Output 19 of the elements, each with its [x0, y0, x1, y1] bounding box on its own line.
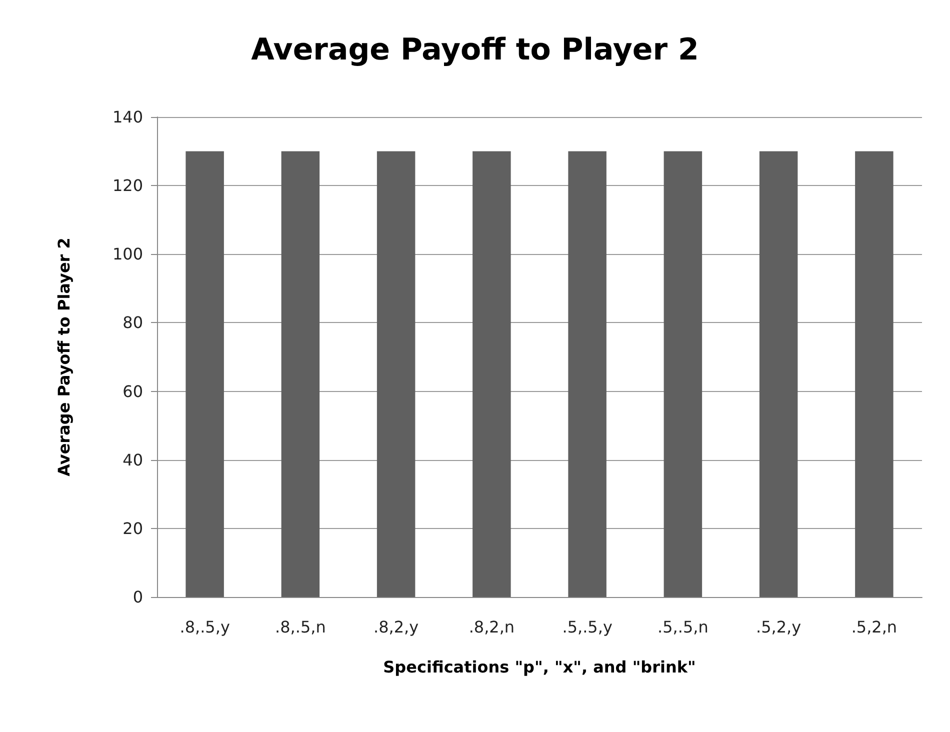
y-tick-label: 120	[112, 176, 143, 196]
x-tick-label: .5,2,y	[756, 618, 802, 636]
y-axis-title: Average Payoff to Player 2	[54, 238, 74, 476]
y-tick-label: 20	[122, 518, 143, 538]
x-tick-label: .5,.5,n	[658, 618, 708, 636]
y-tick-label: 0	[132, 588, 143, 606]
y-tick-label: 80	[122, 313, 143, 332]
y-tick-label: 60	[122, 382, 143, 401]
x-tick-label: .8,.5,y	[180, 618, 230, 636]
y-tick-label: 100	[112, 244, 143, 264]
x-tick-label: .8,2,n	[468, 618, 515, 636]
y-tick-label: 40	[122, 450, 143, 470]
y-tick-label: 140	[112, 108, 143, 126]
x-tick-label: .8,2,y	[374, 618, 419, 636]
x-tick-label: .8,.5,n	[275, 618, 326, 636]
chart-title: Average Payoff to Player 2	[251, 32, 699, 68]
x-tick-label: .5,2,n	[851, 618, 898, 636]
x-axis-title: Specifications "p", "x", and "brink"	[383, 658, 696, 676]
x-tick-label: .5,.5,y	[562, 618, 612, 636]
